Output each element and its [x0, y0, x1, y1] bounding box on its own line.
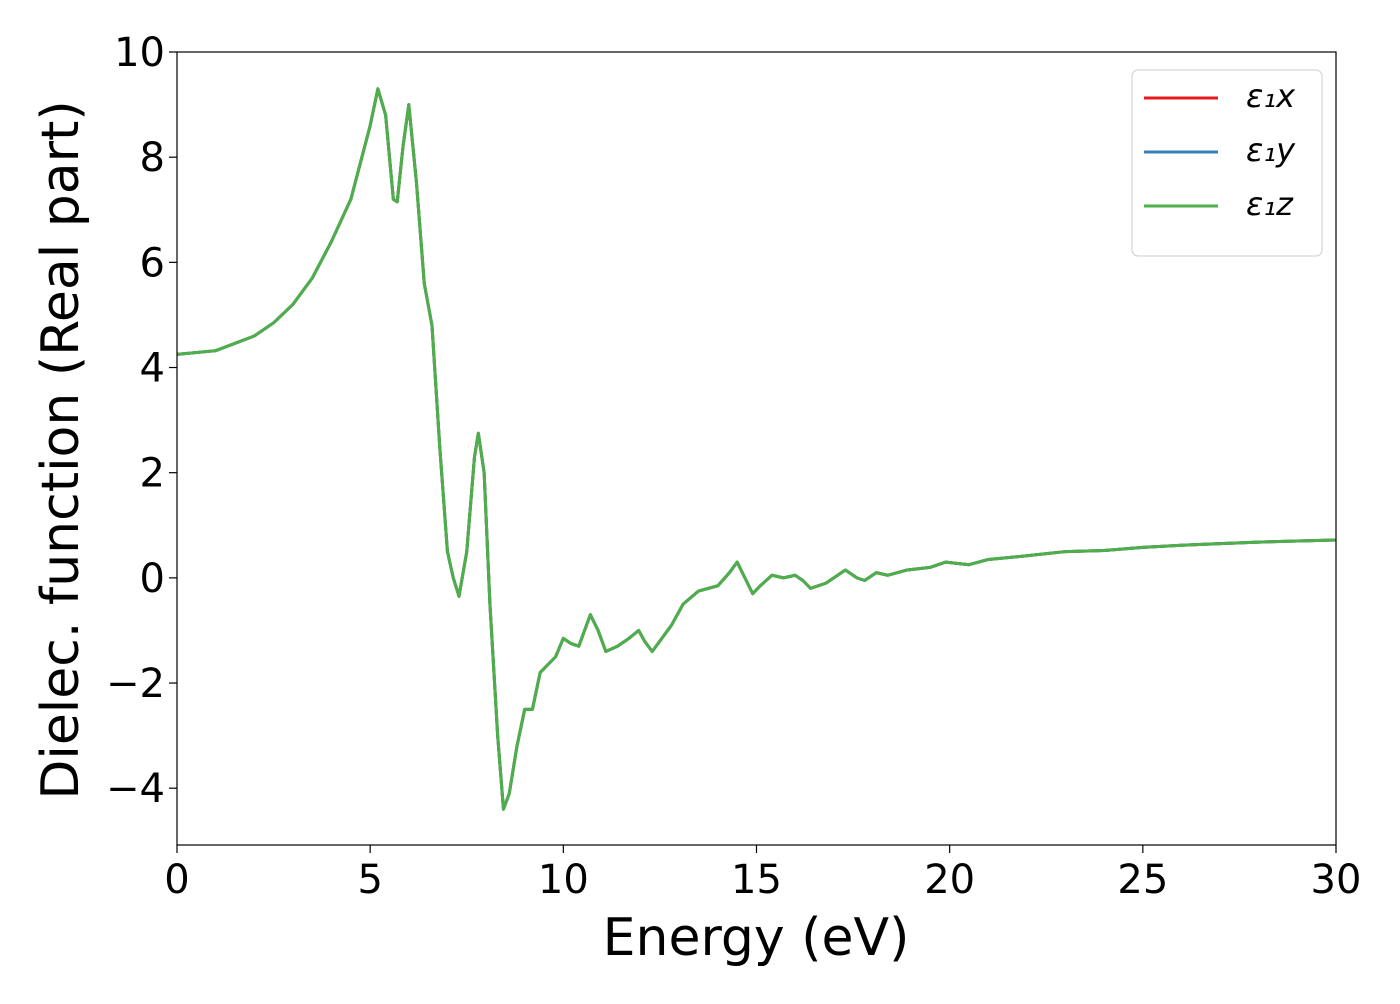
y-tick-label: 10 [114, 30, 165, 76]
x-tick-label: 15 [731, 857, 782, 903]
data-line [176, 87, 1337, 811]
y-tick-label: 8 [140, 135, 165, 181]
x-tick-label: 0 [164, 857, 189, 903]
legend-box [1131, 69, 1323, 257]
x-tick-label: 25 [1117, 857, 1168, 903]
x-axis-label: Energy (eV) [603, 908, 910, 968]
legend: ε₁x ε₁y ε₁z [1131, 69, 1323, 257]
legend-label: ε₁z [1246, 185, 1294, 223]
legend-label: ε₁y [1246, 131, 1296, 169]
y-tick-label: −2 [106, 661, 165, 707]
y-tick-label: 4 [140, 346, 165, 392]
y-tick-label: −4 [106, 766, 165, 812]
x-tick-label: 5 [357, 857, 382, 903]
x-tick-label: 20 [924, 857, 975, 903]
legend-label: ε₁x [1246, 77, 1296, 115]
y-tick-label: 6 [140, 240, 165, 286]
y-tick-label: 2 [140, 451, 165, 497]
x-tick-label: 30 [1311, 857, 1362, 903]
x-tick-label: 10 [538, 857, 589, 903]
y-tick-label: 0 [140, 556, 165, 602]
y-axis-label: Dielec. function (Real part) [31, 100, 91, 799]
